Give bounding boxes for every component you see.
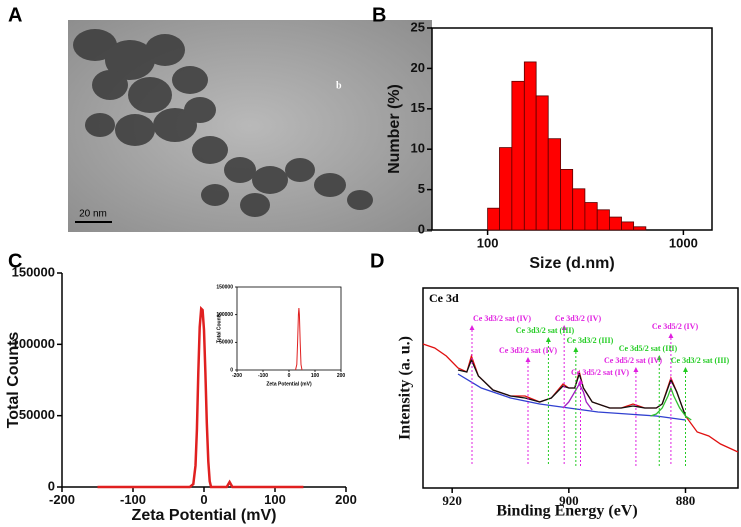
plot-frame — [422, 287, 739, 489]
annotation: Ce 3d3/2 sat (IV) — [473, 314, 531, 323]
y-tick-label: 0 — [48, 478, 55, 493]
x-tick-label: 200 — [335, 492, 357, 507]
x-tick-label: -100 — [120, 492, 146, 507]
x-axis-label: Zeta Potential (mV) — [266, 381, 312, 387]
arrow-head — [668, 333, 674, 338]
scale-bar-label: 20 nm — [79, 209, 107, 220]
series-line — [97, 305, 304, 489]
x-tick-label: 920 — [442, 493, 462, 508]
bar — [609, 216, 622, 231]
x-tick-label: 0 — [288, 373, 291, 379]
arrow-head — [561, 325, 567, 330]
x-tick-label: 200 — [337, 373, 346, 379]
bar — [547, 138, 562, 231]
bar — [596, 209, 610, 231]
bar — [511, 80, 525, 231]
x-tick-label: -200 — [49, 492, 75, 507]
x-axis-label: Zeta Potential (mV) — [132, 507, 277, 524]
y-tick-label: 25 — [411, 19, 425, 34]
y-axis-label: Number (%) — [386, 84, 403, 174]
bar — [584, 202, 598, 231]
y-tick-label: 50000 — [19, 407, 55, 422]
corner-text: b — [336, 80, 342, 91]
annotation: Ce 3d5/2 (IV) — [652, 322, 699, 331]
arrow-head — [633, 367, 639, 372]
y-axis-label: Total Counts — [216, 313, 222, 343]
y-tick-label: 5 — [418, 181, 425, 196]
x-tick-label: 900 — [559, 493, 579, 508]
panel-label: D — [370, 250, 384, 272]
y-tick-label: 15 — [411, 100, 425, 115]
arrow-head — [469, 325, 475, 330]
bar — [560, 168, 574, 231]
x-tick-label: 1000 — [669, 236, 698, 251]
arrow-head — [683, 367, 688, 372]
annotation: Ce 3d3/2 (III) — [567, 336, 614, 345]
series-line — [457, 373, 686, 421]
annotation: Ce 3d3/2 sat (IV) — [499, 346, 557, 355]
series-line — [457, 358, 687, 417]
y-tick-label: 10 — [411, 141, 425, 156]
bar — [523, 61, 537, 231]
x-tick-label: 100 — [264, 492, 286, 507]
chart-title: Ce 3d — [429, 291, 459, 305]
annotation: Ce 3d3/2 sat (III) — [516, 326, 575, 335]
x-tick-label: -200 — [232, 373, 242, 379]
x-tick-label: 0 — [200, 492, 207, 507]
bar — [499, 147, 513, 231]
arrow-head — [525, 357, 531, 362]
y-tick-label: 150000 — [216, 284, 233, 290]
arrow-head — [545, 337, 551, 342]
series-line — [295, 307, 303, 371]
y-tick-label: 50000 — [219, 340, 233, 346]
x-tick-label: 100 — [311, 373, 320, 379]
x-tick-label: -100 — [258, 373, 268, 379]
y-tick-label: 0 — [418, 221, 425, 236]
arrow-head — [573, 347, 579, 352]
bar — [633, 226, 647, 231]
y-tick-label: 150000 — [12, 264, 55, 279]
tem-image — [68, 20, 432, 232]
y-tick-label: 0 — [230, 367, 233, 373]
y-axis-label: Total Counts — [5, 332, 22, 429]
x-tick-label: 100 — [477, 236, 499, 251]
annotation: Ce 3d3/2 sat (III) — [671, 356, 730, 365]
arrow-head — [578, 379, 583, 384]
x-tick-label: 880 — [676, 493, 696, 508]
annotation: Ce 3d3/2 (IV) — [555, 314, 602, 323]
x-axis-label: Binding Energy (eV) — [496, 503, 637, 520]
arrow-head — [656, 355, 662, 360]
y-tick-label: 100000 — [12, 336, 55, 351]
bar — [572, 188, 586, 231]
panel-label: C — [8, 250, 22, 272]
y-tick-label: 20 — [411, 60, 425, 75]
x-axis-label: Size (d.nm) — [529, 255, 614, 272]
annotation: Ce 3d5/2 sat (III) — [619, 344, 678, 353]
plot-frame — [236, 286, 342, 371]
bar — [535, 95, 549, 231]
annotation: Ce 3d5/2 sat (IV) — [571, 368, 629, 377]
y-tick-label: 100000 — [216, 312, 233, 318]
y-axis-label: Intensity (a. u.) — [397, 336, 414, 440]
panel-label: B — [372, 4, 386, 26]
panel-label: A — [8, 4, 22, 26]
bar — [487, 207, 500, 231]
bar — [621, 221, 635, 231]
annotation: Ce 3d5/2 sat (IV) — [604, 356, 662, 365]
